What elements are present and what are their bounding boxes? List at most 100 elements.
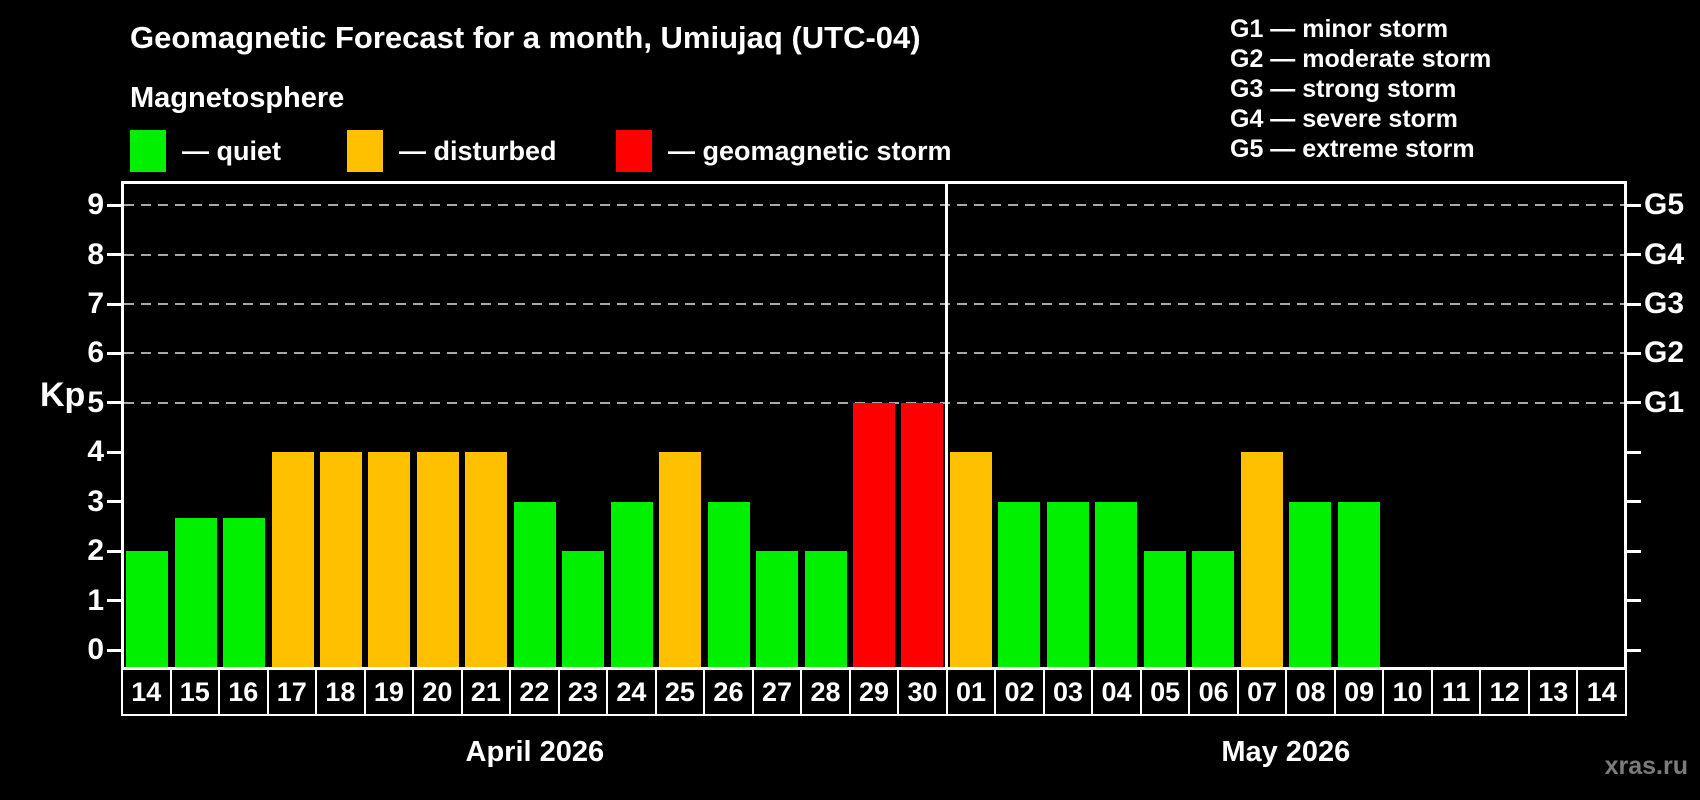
left-tick-kp-9 [107, 203, 121, 207]
date-cell-14: 14 [121, 668, 172, 716]
date-cell-04: 04 [1091, 668, 1142, 716]
date-cell-27: 27 [751, 668, 803, 716]
date-cell-30: 30 [897, 668, 948, 716]
kp-bar-may-05 [1143, 551, 1186, 667]
kp-bar-april-19 [368, 452, 411, 667]
month-separator-line [945, 184, 949, 667]
date-cell-08: 08 [1285, 668, 1336, 716]
legend-item-quiet: — quiet [130, 130, 281, 172]
y-tick-label-9: 9 [87, 188, 104, 222]
date-cell-09: 09 [1333, 668, 1385, 716]
kp-bar-april-30 [901, 402, 944, 667]
kp-bar-april-28 [804, 551, 847, 667]
right-axis-label-g2: G2 [1644, 336, 1685, 370]
right-axis-label-g3: G3 [1644, 287, 1685, 321]
right-axis-label-g4: G4 [1644, 237, 1685, 271]
gridline-kp-9 [124, 204, 1624, 207]
kp-bar-may-03 [1046, 501, 1089, 667]
right-tick-kp-9 [1627, 203, 1641, 207]
storm-scale-row-g1: G1 — minor storm [1230, 15, 1449, 43]
right-tick-kp-3 [1627, 500, 1641, 504]
right-tick-kp-1 [1627, 599, 1641, 603]
y-axis-label: Kp [40, 376, 86, 414]
left-tick-kp-8 [107, 253, 121, 257]
kp-bar-april-27 [756, 551, 799, 667]
date-cell-10: 10 [1382, 668, 1433, 716]
kp-bar-april-17 [271, 452, 314, 667]
y-tick-label-2: 2 [87, 534, 104, 568]
right-tick-kp-6 [1627, 351, 1641, 355]
right-tick-kp-8 [1627, 253, 1641, 257]
date-cell-26: 26 [703, 668, 754, 716]
kp-bar-may-08 [1289, 501, 1332, 667]
y-tick-label-8: 8 [87, 237, 104, 271]
kp-bar-april-26 [707, 501, 750, 667]
gridline-kp-6 [124, 352, 1624, 355]
date-cell-19: 19 [363, 668, 415, 716]
date-cell-14: 14 [1576, 668, 1627, 716]
legend-item-storm: — geomagnetic storm [616, 130, 952, 172]
date-cell-06: 06 [1188, 668, 1239, 716]
kp-bar-april-16 [223, 518, 266, 667]
date-axis: 14 15 16 17 18 19 20 21 22 23 24 25 26 27 28 29 30 01 02 03… [121, 668, 1627, 716]
kp-bar-april-29 [853, 402, 895, 667]
date-cell-02: 02 [994, 668, 1045, 716]
date-cell-05: 05 [1139, 668, 1191, 716]
right-axis-label-g1: G1 [1644, 385, 1685, 419]
date-cell-20: 20 [412, 668, 463, 716]
y-tick-label-6: 6 [87, 336, 104, 370]
storm-scale-row-g5: G5 — extreme storm [1230, 135, 1475, 163]
watermark: xras.ru [1604, 752, 1688, 780]
left-tick-kp-0 [107, 648, 121, 652]
month-label-april: April 2026 [465, 736, 605, 768]
y-tick-label-3: 3 [87, 484, 104, 518]
date-cell-16: 16 [218, 668, 269, 716]
right-tick-kp-4 [1627, 450, 1641, 454]
gridline-kp-7 [124, 303, 1624, 306]
left-tick-kp-3 [107, 500, 121, 504]
kp-bar-april-22 [513, 501, 556, 667]
right-axis-label-g5: G5 [1644, 188, 1685, 222]
kp-bar-april-20 [416, 452, 459, 667]
date-cell-24: 24 [606, 668, 657, 716]
date-cell-21: 21 [460, 668, 512, 716]
date-cell-07: 07 [1236, 668, 1288, 716]
kp-bar-april-25 [659, 452, 702, 667]
y-tick-label-5: 5 [87, 385, 104, 419]
legend-label-disturbed: — disturbed [399, 135, 557, 166]
legend-label-storm: — geomagnetic storm [668, 135, 952, 166]
date-cell-03: 03 [1042, 668, 1094, 716]
date-cell-23: 23 [557, 668, 609, 716]
y-tick-label-4: 4 [87, 435, 104, 469]
kp-bar-april-24 [610, 501, 653, 667]
legend-item-disturbed: — disturbed [347, 130, 557, 172]
kp-bar-may-06 [1192, 551, 1235, 667]
y-tick-label-7: 7 [87, 287, 104, 321]
kp-bar-may-07 [1240, 452, 1283, 667]
left-tick-kp-1 [107, 599, 121, 603]
left-tick-kp-4 [107, 450, 121, 454]
date-cell-12: 12 [1479, 668, 1530, 716]
kp-bar-may-09 [1337, 501, 1380, 667]
right-tick-kp-0 [1627, 648, 1641, 652]
kp-bar-april-14 [126, 551, 169, 667]
kp-bar-april-15 [174, 518, 217, 667]
quiet-color-swatch [130, 130, 166, 172]
chart-subtitle: Magnetosphere [130, 82, 345, 114]
left-tick-kp-7 [107, 302, 121, 306]
left-tick-kp-5 [107, 401, 121, 405]
date-cell-01: 01 [945, 668, 997, 716]
kp-bar-may-02 [998, 501, 1041, 667]
chart-title: Geomagnetic Forecast for a month, Umiuja… [130, 20, 921, 55]
storm-scale-row-g3: G3 — strong storm [1230, 75, 1457, 103]
right-tick-kp-5 [1627, 401, 1641, 405]
y-tick-label-0: 0 [87, 633, 104, 666]
disturbed-color-swatch [347, 130, 383, 172]
date-cell-17: 17 [266, 668, 318, 716]
date-cell-28: 28 [800, 668, 851, 716]
date-cell-13: 13 [1527, 668, 1579, 716]
kp-bar-april-18 [320, 452, 363, 667]
right-tick-kp-7 [1627, 302, 1641, 306]
kp-bar-april-23 [562, 551, 605, 667]
kp-bar-april-21 [465, 452, 508, 667]
